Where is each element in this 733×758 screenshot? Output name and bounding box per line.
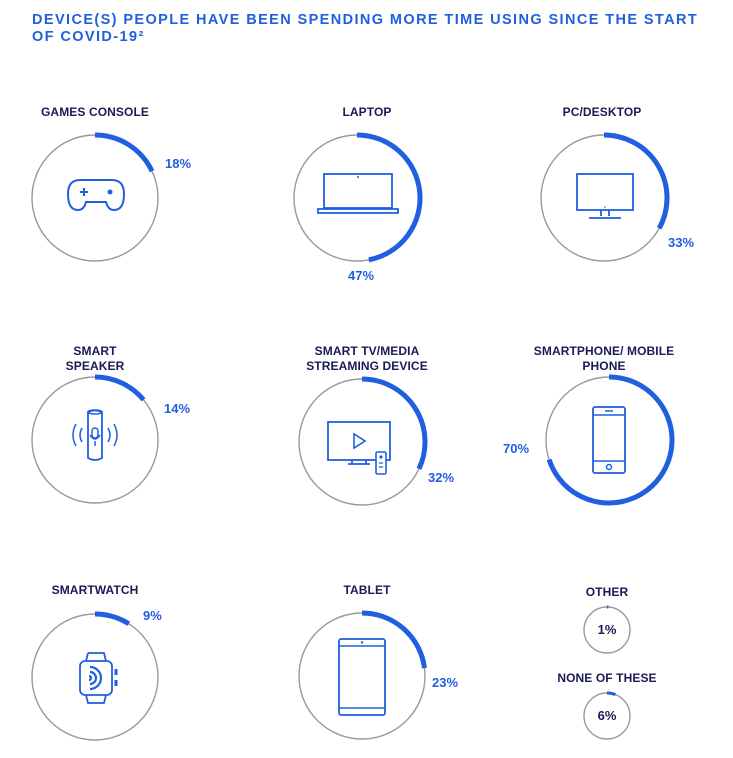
item-label-smart-tv: SMART TV/MEDIA STREAMING DEVICE bbox=[306, 344, 428, 373]
item-label-pc-desktop: PC/DESKTOP bbox=[562, 105, 642, 119]
progress-ring-pc-desktop bbox=[540, 132, 670, 262]
monitor-icon bbox=[576, 173, 634, 219]
item-value-laptop: 47% bbox=[348, 268, 375, 283]
ring-progress-arc bbox=[603, 132, 670, 230]
ring-progress-arc bbox=[361, 610, 427, 669]
item-value-games-console: 18% bbox=[165, 156, 192, 171]
progress-ring-smartwatch bbox=[31, 611, 159, 741]
ring-progress-arc bbox=[356, 132, 423, 263]
tablet-icon bbox=[338, 638, 386, 716]
item-value-smart-speaker: 14% bbox=[164, 401, 191, 416]
smartwatch-icon bbox=[79, 652, 118, 704]
progress-ring-smart-speaker bbox=[31, 374, 159, 504]
smartphone-icon bbox=[592, 406, 626, 474]
item-label-other: OTHER bbox=[585, 585, 629, 599]
ring-progress-arc bbox=[361, 376, 428, 470]
item-value-smartphone: 70% bbox=[503, 441, 530, 456]
item-label-tablet: TABLET bbox=[343, 583, 391, 597]
item-value-smartwatch: 9% bbox=[143, 608, 162, 623]
gamepad-icon bbox=[66, 179, 126, 212]
item-label-smartphone: SMARTPHONE/ MOBILE PHONE bbox=[533, 344, 675, 373]
progress-ring-smart-tv bbox=[298, 376, 428, 506]
ring-progress-arc bbox=[606, 691, 617, 697]
ring-progress-arc bbox=[546, 374, 675, 506]
ring-progress-arc bbox=[94, 132, 155, 173]
item-label-games-console: GAMES CONSOLE bbox=[41, 105, 149, 119]
progress-ring-smartphone bbox=[545, 374, 675, 506]
item-value-none-of-these: 6% bbox=[597, 708, 617, 723]
item-label-laptop: LAPTOP bbox=[342, 105, 392, 119]
progress-ring-laptop bbox=[293, 132, 423, 263]
ring-progress-arc bbox=[94, 374, 146, 402]
progress-ring-tablet bbox=[298, 610, 427, 740]
item-value-pc-desktop: 33% bbox=[668, 235, 695, 250]
progress-ring-games-console bbox=[31, 132, 159, 262]
chart-title: DEVICE(S) PEOPLE HAVE BEEN SPENDING MORE… bbox=[32, 12, 699, 45]
item-label-smart-speaker: SMART SPEAKER bbox=[65, 344, 125, 373]
smart-speaker-icon bbox=[72, 409, 118, 461]
item-value-smart-tv: 32% bbox=[428, 470, 455, 485]
ring-progress-arc bbox=[94, 611, 131, 626]
item-label-smartwatch: SMARTWATCH bbox=[51, 583, 139, 597]
item-value-other: 1% bbox=[597, 622, 617, 637]
progress-ring-other bbox=[583, 605, 631, 654]
item-label-none-of-these: NONE OF THESE bbox=[557, 671, 657, 685]
laptop-icon bbox=[317, 173, 399, 214]
progress-ring-none-of-these bbox=[583, 691, 631, 740]
tv-remote-icon bbox=[327, 421, 391, 475]
item-value-tablet: 23% bbox=[432, 675, 459, 690]
